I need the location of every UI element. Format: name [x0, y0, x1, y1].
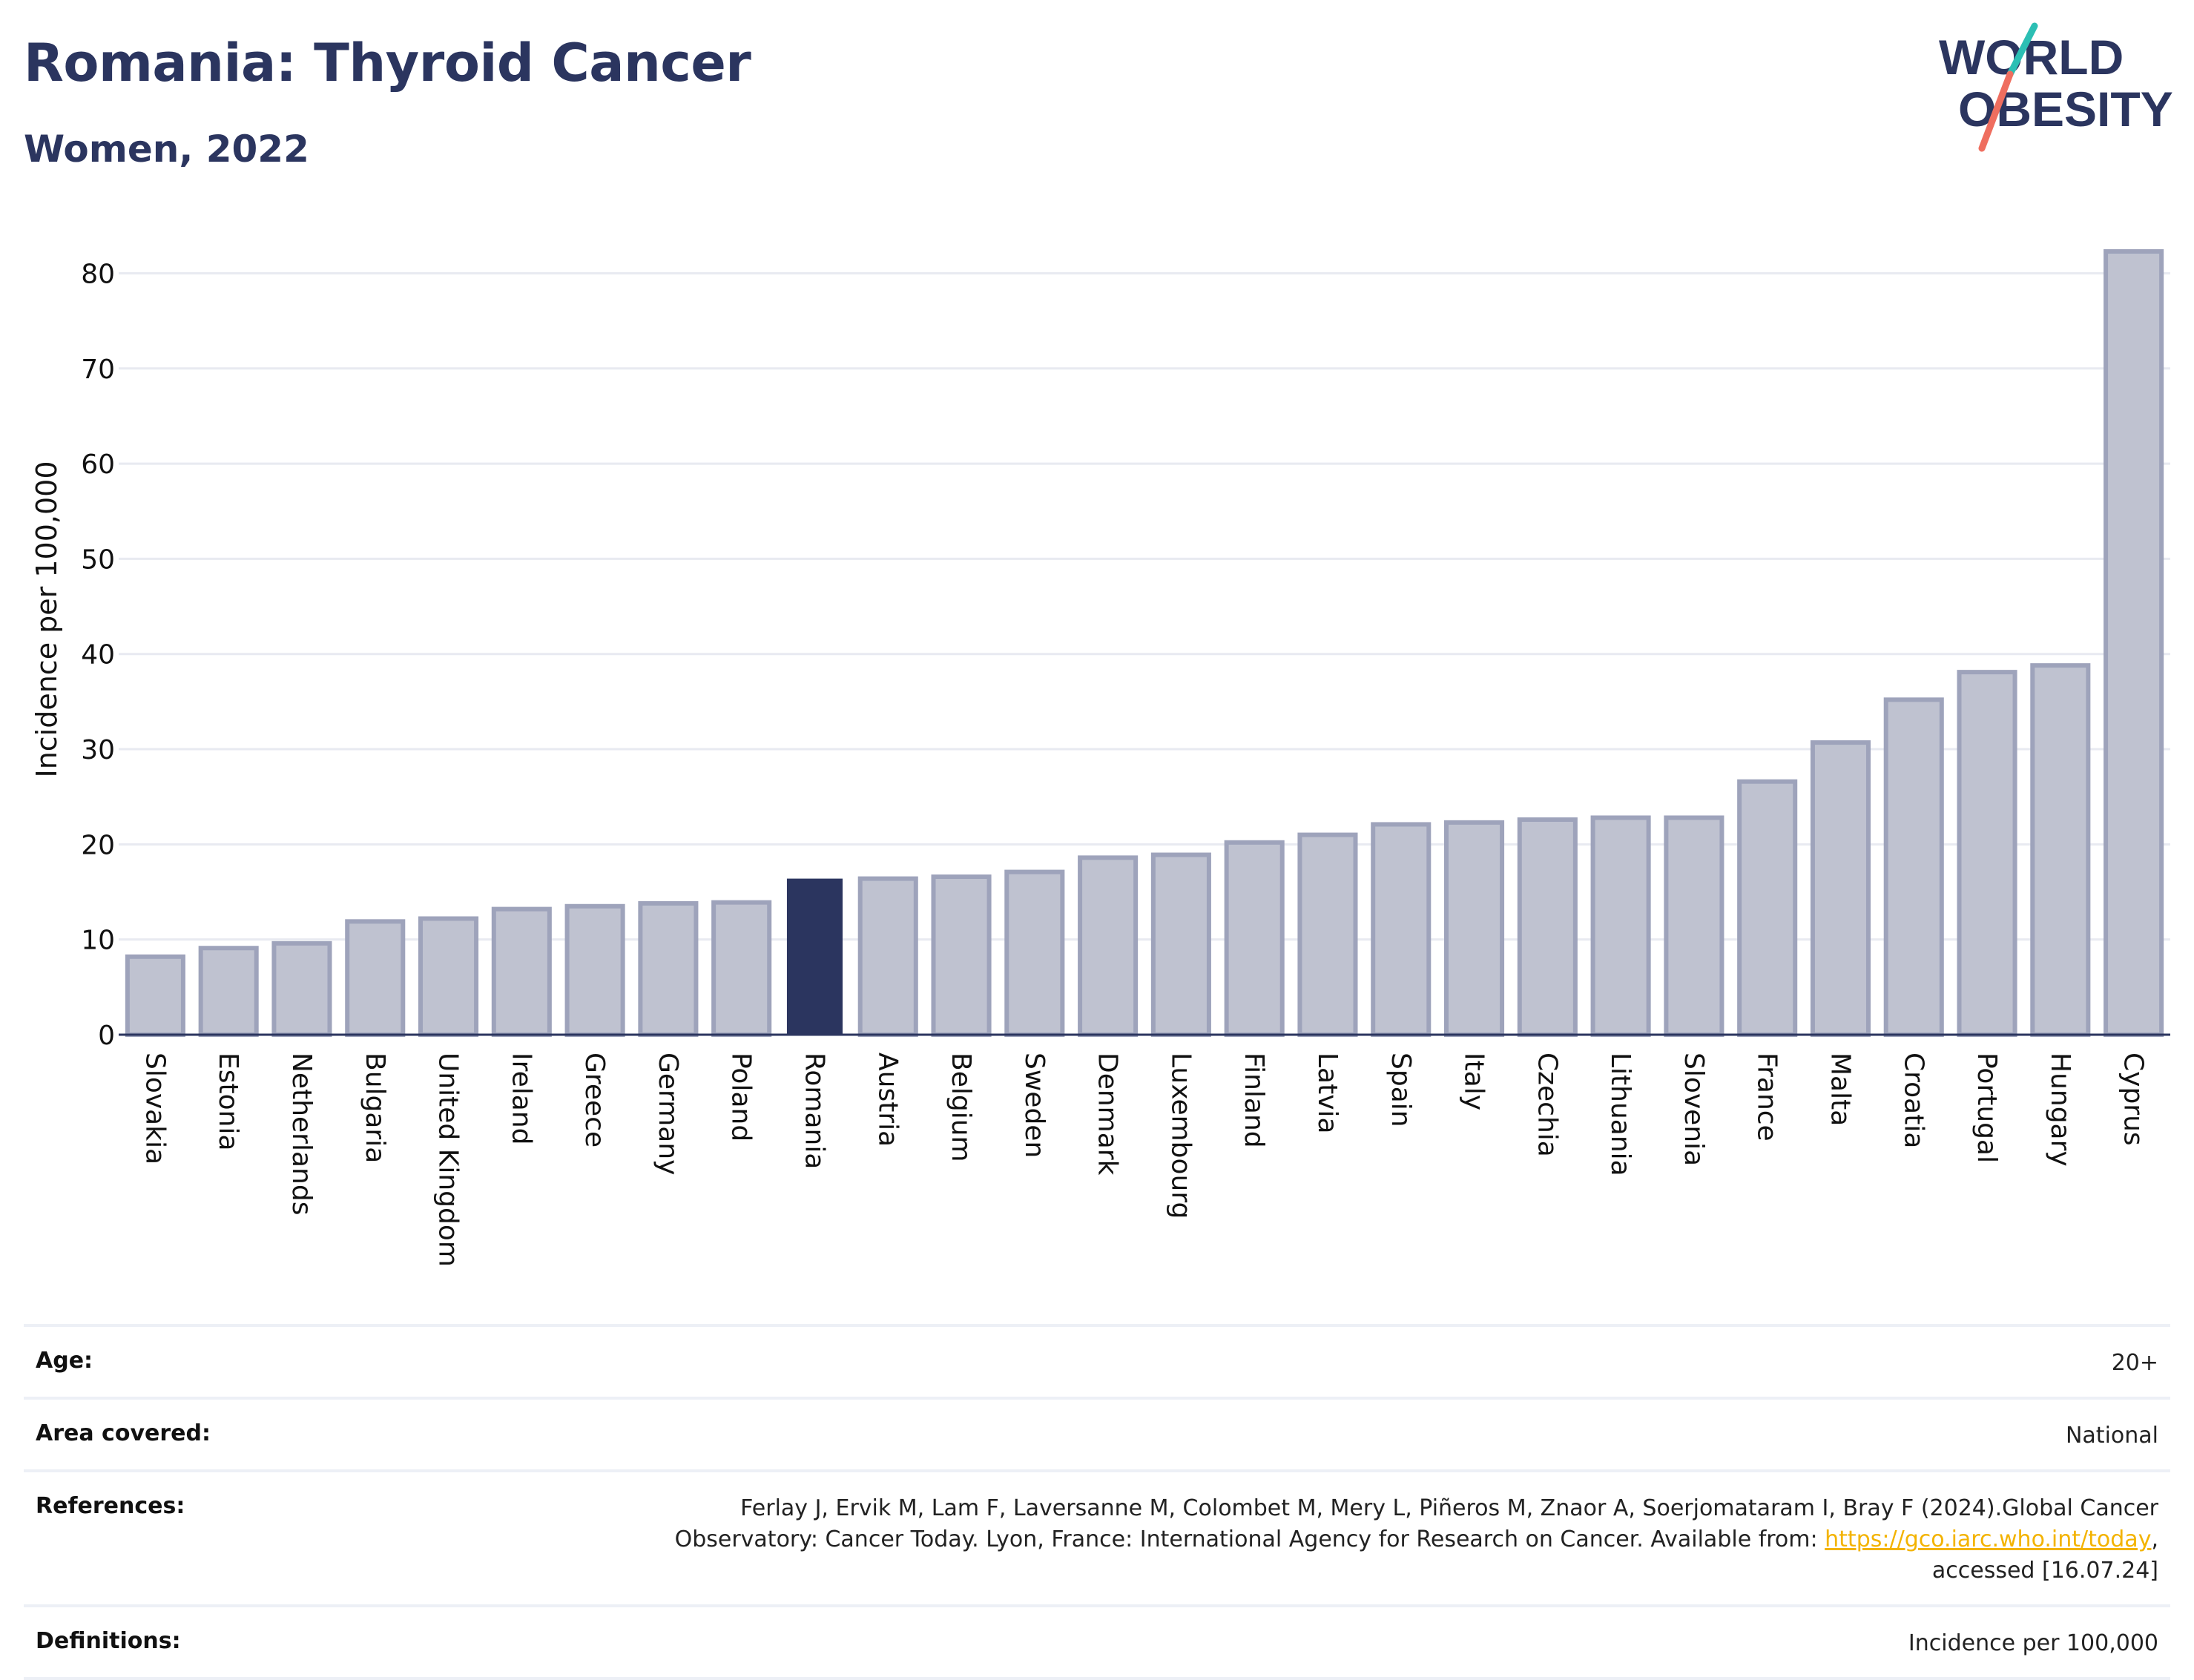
bar-malta	[1810, 740, 1871, 1037]
logo-slash-teal	[2006, 22, 2038, 78]
bar-belgium	[931, 874, 992, 1037]
x-tick-label-spain: Spain	[1386, 1053, 1416, 1127]
x-tick-label-latvia: Latvia	[1312, 1053, 1343, 1134]
bar-united-kingdom	[418, 916, 479, 1038]
bar-slovakia	[125, 954, 185, 1037]
x-tick-label-portugal: Portugal	[1971, 1053, 2002, 1163]
axes: 0 10 20 30 40 50 60 70 80 Slovakia Estonia Netherla…	[81, 259, 2170, 1267]
logo-slash-coral	[1978, 70, 2014, 152]
definitions-row: Definitions: Incidence per 100,000	[24, 1604, 2170, 1680]
bar-lithuania	[1590, 815, 1651, 1038]
bar-spain	[1371, 822, 1432, 1038]
bar-france	[1737, 779, 1798, 1038]
references-text: Ferlay J, Ervik M, Lam F, Laversanne M, …	[674, 1495, 2158, 1552]
chart-title: Romania: Thyroid Cancer	[24, 33, 751, 93]
x-tick-label-estonia: Estonia	[213, 1053, 243, 1151]
definitions-label: Definitions:	[36, 1628, 181, 1654]
references-accessed: , accessed [16.07.24]	[1931, 1526, 2158, 1584]
world-obesity-logo: WORLD OBESITY	[1939, 22, 2173, 152]
bar-croatia	[1883, 697, 1944, 1037]
y-tick-label-0: 0	[98, 1021, 115, 1051]
y-tick-label-10: 10	[81, 926, 115, 956]
y-tick-label-50: 50	[81, 544, 115, 575]
bar-luxembourg	[1150, 852, 1211, 1037]
references-link[interactable]: https://gco.iarc.who.int/today	[1825, 1526, 2152, 1552]
bar-romania	[786, 878, 843, 1035]
x-tick-label-ireland: Ireland	[506, 1053, 536, 1145]
x-tick-label-united-kingdom: United Kingdom	[433, 1053, 464, 1267]
x-tick-label-netherlands: Netherlands	[286, 1053, 317, 1215]
y-tick-label-20: 20	[81, 830, 115, 860]
references-value: Ferlay J, Ervik M, Lam F, Laversanne M, …	[601, 1493, 2170, 1587]
x-tick-label-croatia: Croatia	[1898, 1053, 1928, 1148]
bar-cyprus	[2104, 248, 2164, 1037]
bar-ireland	[491, 906, 552, 1037]
x-tick-label-slovenia: Slovenia	[1679, 1053, 1709, 1166]
x-tick-label-finland: Finland	[1239, 1053, 1269, 1148]
references-label: References:	[36, 1493, 185, 1519]
x-tick-label-italy: Italy	[1459, 1053, 1489, 1110]
x-tick-label-slovakia: Slovakia	[139, 1053, 170, 1165]
x-tick-label-romania: Romania	[799, 1053, 829, 1169]
x-tick-label-hungary: Hungary	[2045, 1053, 2075, 1167]
x-tick-label-france: France	[1752, 1053, 1782, 1142]
bar-chart: 0 10 20 30 40 50 60 70 80 Slovakia Estonia Netherla…	[30, 248, 2170, 1267]
area-value: National	[2065, 1423, 2158, 1449]
bar-slovenia	[1664, 815, 1724, 1038]
x-tick-label-lithuania: Lithuania	[1605, 1053, 1635, 1176]
x-tick-label-luxembourg: Luxembourg	[1165, 1053, 1196, 1219]
bar-hungary	[2030, 663, 2091, 1037]
x-tick-label-cyprus: Cyprus	[2118, 1053, 2149, 1146]
bar-czechia	[1517, 817, 1578, 1038]
y-tick-label-70: 70	[81, 355, 115, 385]
chart-subtitle: Women, 2022	[24, 128, 309, 171]
details-table: Age: 20+ Area covered: National Referenc…	[24, 1324, 2170, 1680]
bar-estonia	[198, 946, 259, 1038]
x-tick-label-denmark: Denmark	[1093, 1053, 1123, 1176]
area-label: Area covered:	[36, 1420, 211, 1446]
x-tick-label-belgium: Belgium	[946, 1053, 976, 1162]
x-tick-label-sweden: Sweden	[1019, 1053, 1050, 1158]
bar-italy	[1443, 820, 1505, 1037]
references-row: References: Ferlay J, Ervik M, Lam F, La…	[24, 1469, 2170, 1604]
bar-finland	[1224, 840, 1285, 1038]
bar-netherlands	[271, 941, 332, 1038]
x-tick-label-greece: Greece	[579, 1053, 610, 1147]
bar-greece	[564, 903, 625, 1037]
bar-portugal	[1957, 670, 2017, 1038]
age-row: Age: 20+	[24, 1324, 2170, 1397]
y-tick-label-40: 40	[81, 640, 115, 671]
age-value: 20+	[2111, 1350, 2158, 1376]
y-tick-label-60: 60	[81, 449, 115, 480]
bar-denmark	[1078, 855, 1139, 1038]
x-tick-label-bulgaria: Bulgaria	[360, 1053, 390, 1163]
y-tick-label-80: 80	[81, 259, 115, 289]
x-tick-label-malta: Malta	[1825, 1053, 1855, 1126]
x-tick-label-czechia: Czechia	[1532, 1053, 1562, 1157]
y-axis-label: Incidence per 100,000	[30, 461, 63, 777]
bar-latvia	[1297, 832, 1358, 1037]
x-tick-label-germany: Germany	[653, 1053, 683, 1175]
age-label: Age:	[36, 1348, 93, 1374]
y-tick-label-30: 30	[81, 735, 115, 765]
x-tick-label-poland: Poland	[726, 1053, 757, 1142]
area-row: Area covered: National	[24, 1397, 2170, 1469]
bar-bulgaria	[345, 919, 406, 1038]
bar-germany	[638, 900, 699, 1038]
definitions-value: Incidence per 100,000	[1908, 1630, 2158, 1656]
bar-sweden	[1004, 869, 1065, 1038]
bar-poland	[711, 900, 772, 1037]
bars	[125, 248, 2164, 1038]
bar-austria	[857, 876, 918, 1038]
x-tick-label-austria: Austria	[872, 1053, 903, 1147]
